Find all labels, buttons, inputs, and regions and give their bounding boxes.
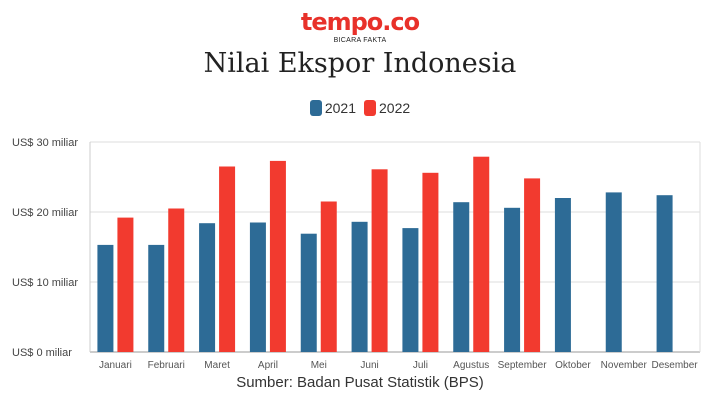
chart-legend: 2021 2022 <box>0 100 720 116</box>
x-tick-label: Oktober <box>555 360 591 370</box>
y-tick-label: US$ 0 miliar <box>12 347 72 359</box>
bar-2021-7 <box>402 228 419 352</box>
legend-item-2022[interactable]: 2022 <box>364 100 410 116</box>
legend-swatch-2021 <box>309 100 322 116</box>
x-tick-label: Juli <box>413 360 428 370</box>
brand-logo: tempo.co BICARA FAKTA <box>0 8 720 45</box>
x-tick-label: Agustus <box>453 360 489 370</box>
legend-item-2021[interactable]: 2021 <box>309 100 356 116</box>
bar-2021-2 <box>148 244 165 352</box>
bar-2022-6 <box>371 169 388 352</box>
legend-label-2022: 2022 <box>379 100 411 116</box>
bar-2022-5 <box>320 201 337 352</box>
legend-label-2021: 2021 <box>324 100 356 116</box>
x-tick-label: Desember <box>652 360 699 370</box>
x-tick-label: Februari <box>148 360 185 370</box>
bar-2021-11 <box>605 192 622 352</box>
bar-2021-4 <box>249 222 266 352</box>
bar-2022-3 <box>219 166 236 352</box>
legend-swatch-2022 <box>364 100 376 116</box>
y-tick-label: US$ 10 miliar <box>12 277 78 289</box>
bar-2021-3 <box>199 223 216 352</box>
logo-tagline: BICARA FAKTA <box>333 37 387 44</box>
bar-2021-1 <box>97 244 114 352</box>
bar-2022-7 <box>422 172 439 352</box>
bar-2021-9 <box>504 207 521 352</box>
x-tick-label: Mei <box>311 360 327 370</box>
bar-2021-5 <box>300 233 317 352</box>
x-tick-label: Maret <box>204 360 230 370</box>
source-caption: Sumber: Badan Pusat Statistik (BPS) <box>236 374 484 391</box>
logo-wordmark: tempo.co <box>300 8 420 36</box>
x-tick-label: Januari <box>99 360 132 370</box>
x-tick-label: Juni <box>360 360 378 370</box>
bar-2021-10 <box>554 198 571 352</box>
bar-2021-12 <box>656 195 673 352</box>
bar-2022-4 <box>269 160 286 352</box>
y-tick-label: US$ 20 miliar <box>12 207 78 219</box>
bar-2021-6 <box>351 221 368 352</box>
bar-2022-2 <box>168 208 185 352</box>
y-tick-label: US$ 30 miliar <box>12 137 78 149</box>
bar-2022-1 <box>117 217 134 352</box>
chart-title: Nilai Ekspor Indonesia <box>203 48 517 79</box>
bar-chart: US$ 0 miliar US$ 10 miliar US$ 20 miliar US… <box>12 137 701 370</box>
bar-2022-9 <box>524 178 541 352</box>
x-tick-label: April <box>258 360 278 370</box>
x-tick-label: September <box>498 360 548 370</box>
bar-2022-8 <box>473 156 490 352</box>
x-tick-label: November <box>601 360 648 370</box>
bar-2021-8 <box>453 202 470 352</box>
